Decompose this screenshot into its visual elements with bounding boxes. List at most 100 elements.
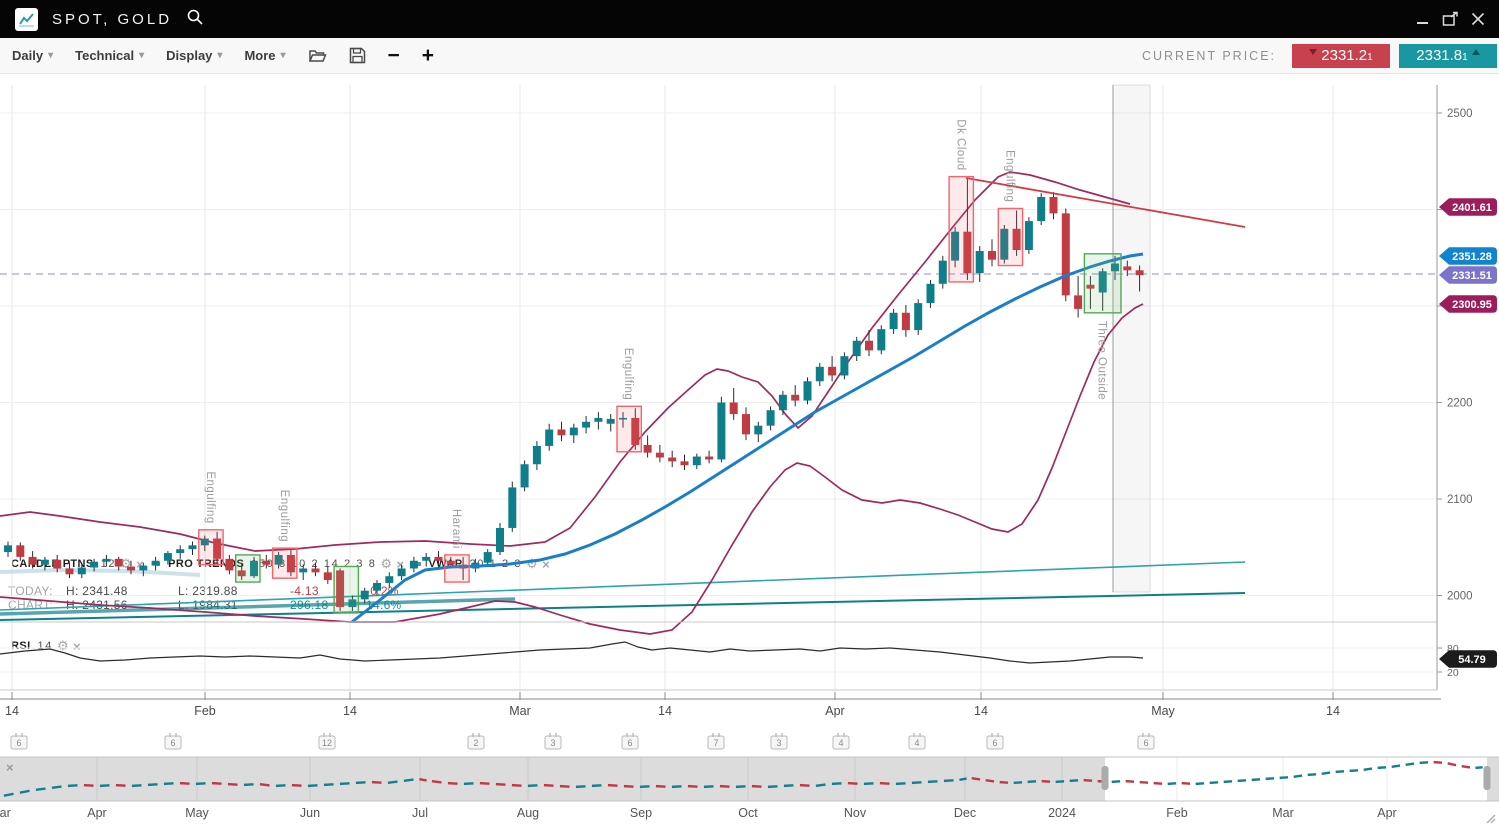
window-controls <box>1413 10 1487 28</box>
calendar-badge: 6 <box>621 733 639 750</box>
minimize-button[interactable] <box>1413 10 1431 28</box>
candle <box>840 356 849 376</box>
close-icon[interactable]: × <box>396 556 405 572</box>
candle <box>766 410 775 426</box>
gear-icon[interactable]: ⚙ <box>526 556 539 571</box>
open-folder-icon[interactable] <box>308 48 327 64</box>
navigator-selected-range[interactable] <box>1105 757 1487 801</box>
navigator-month-label: Apr <box>87 806 106 820</box>
bid-price-badge: 2331.2 1 <box>1292 43 1390 68</box>
candle <box>877 329 886 351</box>
today-high: H: 2341.48 <box>66 584 128 598</box>
candle <box>791 394 800 401</box>
chart-toolbar: Daily ▾ Technical ▾ Display ▾ More ▾ − + CUR… <box>0 38 1499 74</box>
calendar-badge: 12 <box>318 733 336 750</box>
pattern-box-engulfing <box>997 207 1024 267</box>
svg-text:7: 7 <box>713 738 718 748</box>
indicator-marker-dot <box>156 562 161 566</box>
current-price-label: CURRENT PRICE: <box>1141 48 1276 63</box>
calendar-badge: 6 <box>10 733 28 750</box>
chart-low: L: 1984.31 <box>178 598 238 612</box>
pattern-box-three-outside <box>1083 253 1122 314</box>
candle <box>520 464 529 488</box>
zoom-in-button[interactable]: + <box>421 43 435 67</box>
nav-handle-left[interactable] <box>1101 766 1109 790</box>
candle <box>852 340 861 357</box>
price-flag-label: 2351.28 <box>1452 251 1492 263</box>
ask-price-badge: 2331.8 1 <box>1399 43 1497 68</box>
chart-high: H: 2431.56 <box>66 598 128 612</box>
price-flag: 54.79 <box>1439 650 1497 668</box>
window-titlebar: SPOT, GOLD <box>0 0 1499 38</box>
calendar-badge: 6 <box>1137 733 1155 750</box>
candle <box>496 527 504 553</box>
svg-text:6: 6 <box>627 738 632 748</box>
navigator-month-label: Mar <box>0 806 11 820</box>
svg-text:6: 6 <box>170 738 175 748</box>
candle <box>705 456 714 460</box>
price-flag: 2351.28 <box>1439 247 1497 265</box>
calendar-badge: 4 <box>832 733 850 750</box>
pattern-label: Engulfing <box>1003 150 1015 202</box>
gear-icon[interactable]: ⚙ <box>380 556 393 571</box>
navigator-month-label: Jul <box>412 806 428 820</box>
candle <box>508 487 517 528</box>
candle <box>815 366 824 382</box>
gear-icon[interactable]: ⚙ <box>56 638 70 653</box>
arrow-up-icon <box>1471 48 1480 55</box>
gear-icon[interactable]: ⚙ <box>120 556 133 571</box>
svg-text:6: 6 <box>16 738 21 748</box>
menu-interval[interactable]: Daily ▾ <box>12 48 54 63</box>
calendar-badge: 3 <box>544 733 562 750</box>
save-icon[interactable] <box>349 47 366 64</box>
navigator-month-label: Jun <box>300 806 320 820</box>
x-axis-label: 14 <box>5 704 19 718</box>
navigator-month-label: Sep <box>630 806 652 820</box>
candle <box>557 429 566 436</box>
today-change-pct: -0.2% <box>366 584 399 598</box>
indicator-pro-trends-params: 150 3 10 2 14 2 3 8 <box>251 558 377 570</box>
chart-label: CHART: <box>8 598 53 612</box>
calendar-badge: 7 <box>707 733 725 750</box>
navigator-month-label: Oct <box>738 806 758 820</box>
close-icon[interactable]: × <box>73 638 82 654</box>
candle <box>926 283 935 304</box>
rsi-axis-label: 20 <box>1447 667 1459 679</box>
candle <box>200 538 209 546</box>
candle <box>865 340 873 351</box>
downtrend-line <box>965 177 1246 228</box>
today-low: L: 2319.88 <box>178 584 238 598</box>
navigator-strip[interactable]: × Mar Apr May Jun Jul Aug Sep Oct Nov Dec 2024 Feb Ma… <box>0 756 1499 820</box>
candle <box>692 456 701 466</box>
navigator-month-label: Mar <box>1272 806 1294 820</box>
svg-text:6: 6 <box>1143 738 1148 748</box>
candle <box>1024 221 1033 251</box>
indicator-candle-ptns-params: 12 <box>100 558 117 570</box>
close-icon[interactable]: × <box>542 556 551 572</box>
menu-display[interactable]: Display ▾ <box>166 48 223 63</box>
zoom-out-button[interactable]: − <box>387 43 400 67</box>
y-axis-label: 2000 <box>1447 591 1473 603</box>
candle <box>889 312 898 330</box>
close-button[interactable] <box>1469 10 1487 28</box>
candle <box>951 231 960 261</box>
candle <box>963 231 972 274</box>
popout-button[interactable] <box>1441 10 1459 28</box>
y-axis-label: 2500 <box>1447 108 1473 120</box>
resize-grip[interactable] <box>1486 814 1496 824</box>
close-icon[interactable]: × <box>136 556 145 572</box>
x-axis-label: 14 <box>658 704 672 718</box>
today-change: -4.13 <box>290 584 319 598</box>
menu-more[interactable]: More ▾ <box>244 48 286 63</box>
pattern-label: Dk Cloud <box>954 119 966 170</box>
menu-technical[interactable]: Technical ▾ <box>75 48 145 63</box>
rsi-line <box>0 641 1144 664</box>
candle <box>606 418 615 424</box>
price-flags: 2401.61 2351.28 2331.51 2300.95 54.79 <box>1439 198 1497 668</box>
search-icon[interactable] <box>186 8 204 31</box>
svg-text:3: 3 <box>776 738 781 748</box>
candle <box>1135 270 1144 276</box>
nav-handle-right[interactable] <box>1483 766 1491 790</box>
